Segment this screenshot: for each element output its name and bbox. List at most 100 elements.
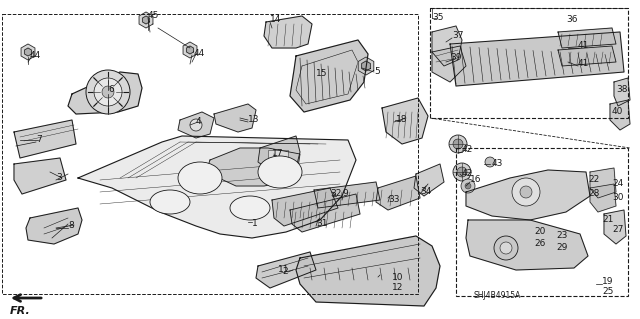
Text: 26: 26 xyxy=(534,240,545,249)
Circle shape xyxy=(190,119,202,131)
Polygon shape xyxy=(21,44,35,60)
Circle shape xyxy=(465,183,471,189)
Text: 8: 8 xyxy=(68,221,74,231)
Text: 30: 30 xyxy=(612,194,623,203)
Polygon shape xyxy=(24,48,31,56)
Text: 24: 24 xyxy=(612,180,623,189)
Polygon shape xyxy=(78,136,356,238)
Text: 6: 6 xyxy=(108,85,114,94)
Text: 17: 17 xyxy=(272,150,284,159)
Text: 22: 22 xyxy=(588,175,599,184)
Polygon shape xyxy=(358,57,374,75)
Polygon shape xyxy=(272,188,338,226)
Circle shape xyxy=(485,157,495,167)
Polygon shape xyxy=(68,72,142,114)
Text: 20: 20 xyxy=(534,227,545,236)
Text: 13: 13 xyxy=(248,115,259,124)
Circle shape xyxy=(457,167,467,177)
Polygon shape xyxy=(558,28,616,48)
Ellipse shape xyxy=(178,162,222,194)
Text: 3: 3 xyxy=(56,174,61,182)
Text: 44: 44 xyxy=(194,49,205,58)
Bar xyxy=(268,150,288,160)
Text: SHJ4B4915A: SHJ4B4915A xyxy=(474,291,522,300)
Text: 18: 18 xyxy=(396,115,408,124)
Polygon shape xyxy=(432,46,466,82)
Text: 33: 33 xyxy=(388,196,399,204)
Text: 36: 36 xyxy=(566,16,577,25)
Text: 45: 45 xyxy=(148,11,159,20)
Circle shape xyxy=(453,163,471,181)
Polygon shape xyxy=(26,208,82,244)
Circle shape xyxy=(520,186,532,198)
Text: 14: 14 xyxy=(270,16,282,25)
Circle shape xyxy=(86,70,130,114)
Text: 16: 16 xyxy=(470,175,481,184)
Circle shape xyxy=(512,178,540,206)
Text: FR.: FR. xyxy=(10,306,30,316)
Text: 5: 5 xyxy=(374,68,380,77)
Text: 42: 42 xyxy=(462,145,473,154)
Polygon shape xyxy=(376,176,420,210)
Polygon shape xyxy=(314,182,380,208)
Text: 21: 21 xyxy=(602,216,613,225)
Text: 40: 40 xyxy=(612,108,623,116)
Text: 11: 11 xyxy=(278,265,289,275)
Polygon shape xyxy=(139,12,153,28)
Text: 15: 15 xyxy=(316,70,328,78)
Polygon shape xyxy=(14,158,66,194)
Ellipse shape xyxy=(258,156,302,188)
Text: 4: 4 xyxy=(196,117,202,127)
Text: 19: 19 xyxy=(602,278,614,286)
Bar xyxy=(430,8,628,118)
Polygon shape xyxy=(256,252,316,288)
Text: 35: 35 xyxy=(432,13,444,23)
Polygon shape xyxy=(14,120,76,158)
Circle shape xyxy=(453,139,463,149)
Circle shape xyxy=(94,78,122,106)
Polygon shape xyxy=(296,236,440,306)
Text: 1: 1 xyxy=(252,219,258,228)
Text: 43: 43 xyxy=(492,160,504,168)
Polygon shape xyxy=(264,16,312,48)
Polygon shape xyxy=(290,40,368,112)
Text: 44: 44 xyxy=(30,51,41,61)
Polygon shape xyxy=(183,42,197,58)
Text: 42: 42 xyxy=(462,169,473,179)
Text: 31: 31 xyxy=(316,219,328,228)
Text: 25: 25 xyxy=(602,287,613,296)
Polygon shape xyxy=(558,46,616,66)
Text: 23: 23 xyxy=(556,232,568,241)
Text: 7: 7 xyxy=(36,136,42,145)
Text: 38: 38 xyxy=(616,85,627,94)
Polygon shape xyxy=(466,170,590,220)
Text: 41: 41 xyxy=(578,41,589,50)
Polygon shape xyxy=(290,194,360,232)
Text: 41: 41 xyxy=(578,60,589,69)
Polygon shape xyxy=(178,112,214,138)
Polygon shape xyxy=(590,184,616,212)
Bar xyxy=(456,148,628,296)
Polygon shape xyxy=(214,104,256,132)
Ellipse shape xyxy=(150,190,190,214)
Text: 29: 29 xyxy=(556,243,568,253)
Polygon shape xyxy=(414,164,444,196)
Text: 34: 34 xyxy=(420,188,431,197)
Text: 12: 12 xyxy=(392,284,403,293)
Text: 27: 27 xyxy=(612,226,623,234)
Text: 2: 2 xyxy=(282,268,287,277)
Text: 32: 32 xyxy=(330,189,341,198)
Circle shape xyxy=(500,242,512,254)
Polygon shape xyxy=(258,136,300,172)
Circle shape xyxy=(102,86,114,98)
Polygon shape xyxy=(614,78,630,106)
Polygon shape xyxy=(610,100,630,130)
Polygon shape xyxy=(143,16,150,24)
Polygon shape xyxy=(590,168,616,198)
Circle shape xyxy=(494,236,518,260)
Polygon shape xyxy=(206,148,300,186)
Text: 37: 37 xyxy=(452,32,463,41)
Circle shape xyxy=(449,135,467,153)
Polygon shape xyxy=(450,32,624,86)
Text: 9: 9 xyxy=(342,189,348,198)
